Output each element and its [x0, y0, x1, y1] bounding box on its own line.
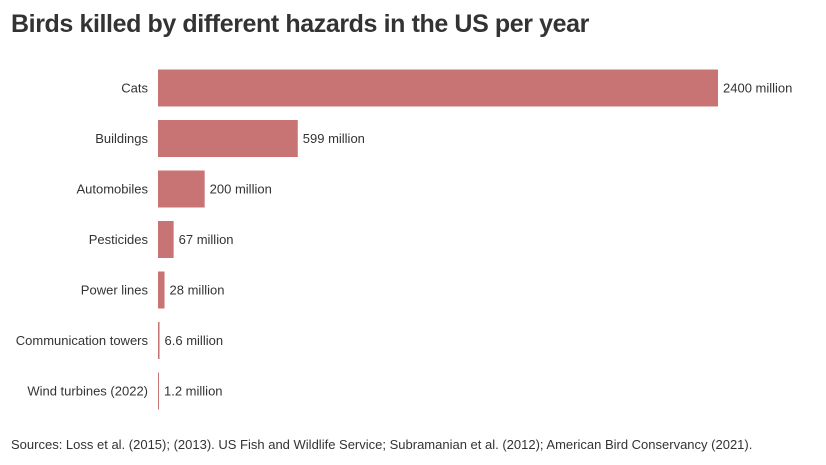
bar[interactable] [158, 322, 160, 359]
category-label: Wind turbines (2022) [27, 384, 148, 399]
value-label: 67 million [179, 232, 234, 247]
sources-note: Sources: Loss et al. (2015); (2013). US … [11, 437, 753, 452]
bar[interactable] [158, 372, 159, 410]
bars-group: Cats 2400 million Buildings 599 million Auto… [16, 69, 792, 410]
bar[interactable] [158, 271, 165, 309]
value-label: 2400 million [723, 81, 792, 96]
category-label: Automobiles [76, 182, 148, 197]
bar[interactable] [158, 221, 174, 258]
bar[interactable] [158, 170, 205, 208]
category-label: Communication towers [16, 333, 149, 348]
chart-title: Birds killed by different hazards in the… [11, 10, 589, 38]
value-label: 28 million [170, 283, 225, 298]
value-label: 1.2 million [164, 384, 223, 399]
category-label: Cats [121, 81, 148, 96]
bar[interactable] [158, 120, 298, 157]
value-label: 6.6 million [165, 333, 224, 348]
category-label: Power lines [81, 283, 149, 298]
value-label: 599 million [303, 131, 365, 146]
bar[interactable] [158, 69, 718, 107]
value-label: 200 million [210, 182, 272, 197]
category-label: Buildings [95, 131, 148, 146]
category-label: Pesticides [89, 232, 149, 247]
